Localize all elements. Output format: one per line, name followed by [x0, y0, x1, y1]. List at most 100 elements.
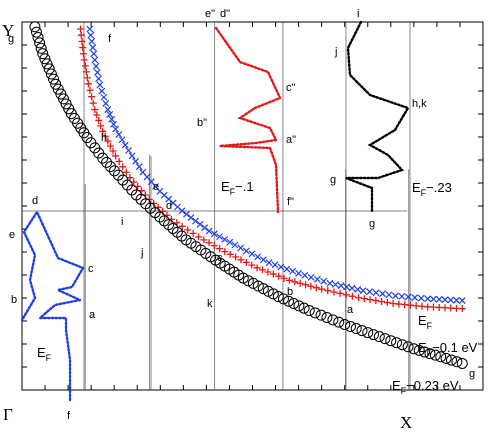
series-2-point	[30, 26, 42, 38]
series-1-point	[296, 279, 304, 287]
series-0-point	[372, 289, 380, 297]
series-1-point	[248, 261, 256, 269]
series-2-point	[283, 295, 295, 307]
series-2-point	[424, 348, 436, 360]
series-2-point	[171, 226, 183, 238]
series-1-point	[189, 229, 197, 237]
series-0-point	[132, 157, 140, 165]
series-0-point	[98, 87, 106, 95]
series-0-point	[301, 271, 309, 279]
series-1-point	[81, 62, 89, 70]
series-2-point	[158, 215, 170, 227]
series-1-point	[355, 294, 363, 302]
series-0-point	[187, 214, 195, 221]
series-1-point	[226, 250, 234, 258]
gamma-corner-label: Γ	[3, 405, 13, 424]
fermi-surface-inset-2	[345, 20, 410, 214]
series-0-point	[359, 287, 367, 295]
series-1-point	[232, 253, 240, 261]
inset-red-d2: d"	[220, 8, 230, 20]
point-label-b: b	[287, 286, 293, 298]
series-0-point	[178, 207, 186, 215]
series-1-point	[79, 50, 87, 58]
series-2-point	[176, 230, 188, 242]
series-1-point	[253, 264, 261, 272]
series-0-point	[108, 115, 116, 123]
series-2-point	[419, 346, 431, 358]
series-2-point	[356, 325, 368, 337]
series-1-point	[89, 99, 97, 107]
series-0-point	[115, 130, 123, 138]
fermi-surface-inset-1	[214, 26, 282, 214]
series-2-point	[237, 272, 249, 284]
series-2-point	[108, 165, 120, 177]
series-1-point	[109, 147, 117, 155]
series-0-point	[411, 294, 419, 301]
series-1-point	[360, 295, 368, 303]
series-0-point	[92, 62, 100, 70]
series-1-point	[372, 297, 380, 305]
series-1-point	[458, 305, 466, 313]
series-2-point	[445, 354, 457, 366]
series-1-point	[383, 299, 391, 307]
series-1-point	[330, 288, 338, 296]
series-0-point	[90, 50, 98, 58]
series-2-point	[267, 288, 279, 300]
series-1-point	[119, 163, 127, 171]
legend-ef-0-23: EF−0.23 eV	[392, 378, 459, 396]
series-0-point	[118, 136, 126, 144]
series-1-point	[237, 256, 245, 264]
series-1-point	[210, 242, 218, 250]
series-2-point	[309, 307, 321, 319]
series-1-point	[216, 245, 224, 253]
series-2-point	[272, 291, 284, 303]
inset-blue-b: b	[11, 294, 17, 306]
series-2-point	[288, 298, 300, 310]
series-2-point	[262, 285, 274, 297]
inset-red-e2: e"	[205, 8, 215, 20]
series-0-point	[366, 288, 374, 296]
series-2-point	[435, 351, 447, 363]
inset-blue-c: c	[88, 263, 94, 275]
series-0-point	[313, 275, 321, 283]
inset-blue-a: a	[89, 309, 96, 321]
series-2-point	[298, 302, 310, 314]
series-0-point	[424, 295, 432, 303]
series-2-point	[413, 344, 425, 356]
series-1-point	[291, 278, 299, 286]
series-1-point	[336, 289, 344, 297]
series-0-point	[104, 106, 112, 114]
inset-black-g: g	[330, 174, 336, 186]
series-0-point	[88, 37, 96, 45]
series-1-point	[101, 132, 109, 140]
series-1-point	[91, 106, 99, 114]
series-0-point	[192, 217, 199, 225]
inset-black-i: i	[357, 8, 359, 20]
series-0-point	[86, 25, 94, 33]
series-1-point	[178, 222, 186, 230]
inset-red-b2: b"	[197, 117, 207, 129]
series-2-point	[34, 37, 46, 49]
series-0-point	[106, 111, 114, 118]
series-0-point	[391, 292, 399, 300]
series-0-point	[307, 273, 315, 281]
series-1-point	[95, 116, 103, 124]
series-2-point	[344, 321, 356, 333]
series-1-point	[82, 68, 90, 76]
point-label-e: e	[153, 181, 159, 193]
series-0-point	[404, 293, 412, 301]
series-0-point	[196, 220, 204, 228]
series-0-point	[102, 99, 110, 107]
series-2-point	[368, 329, 380, 341]
series-2-point	[293, 300, 305, 312]
series-0-point	[326, 279, 334, 287]
series-0-point	[216, 233, 223, 241]
series-2-point	[257, 283, 269, 295]
series-0-point	[248, 250, 256, 258]
series-0-point	[226, 238, 234, 246]
series-0-point	[435, 295, 443, 303]
series-0-point	[112, 125, 120, 133]
series-2-point	[456, 358, 468, 370]
point-label-j: j	[140, 247, 143, 259]
series-0-point	[221, 235, 229, 243]
